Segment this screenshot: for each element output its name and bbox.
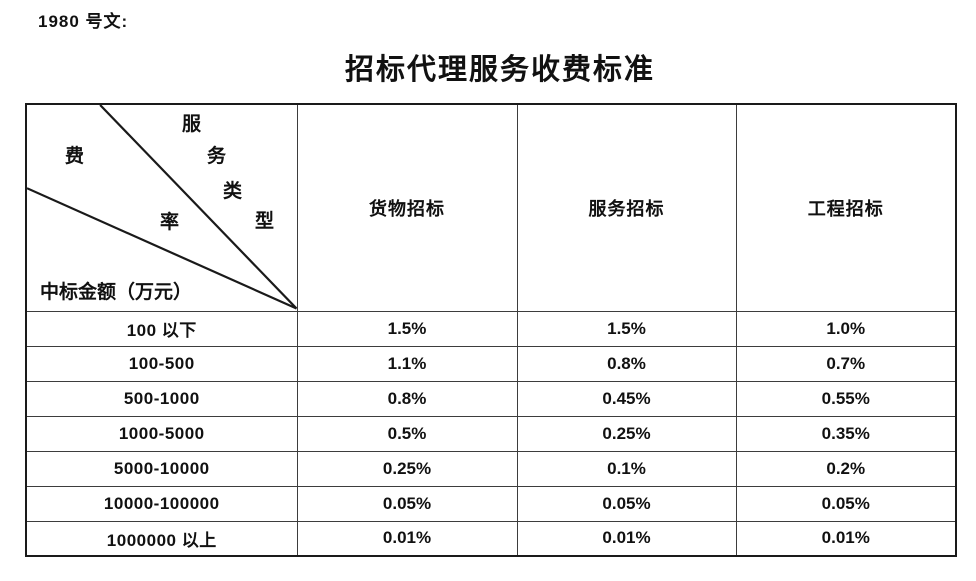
fee-cell: 0.05%	[516, 485, 737, 522]
fee-cell: 0.25%	[296, 450, 518, 487]
corner-service-type-char: 服	[182, 114, 202, 135]
corner-service-type-char: 务	[207, 146, 227, 167]
row-label: 100-500	[25, 345, 298, 382]
fee-cell: 0.2%	[735, 450, 957, 487]
row-label: 1000000 以上	[25, 520, 298, 557]
fee-cell: 1.0%	[735, 310, 957, 347]
fee-cell: 0.8%	[516, 345, 737, 382]
column-header-works: 工程招标	[735, 103, 957, 312]
fee-cell: 0.45%	[516, 380, 737, 417]
fee-cell: 0.35%	[735, 415, 957, 452]
corner-rate-char: 费	[65, 146, 85, 167]
table-header-row: 服 务 类 型 费 率 中标金额（万元） 货物招标 服务招标 工程招标	[25, 103, 957, 312]
doc-number: 1980 号文:	[38, 12, 129, 31]
column-header-services: 服务招标	[516, 103, 737, 312]
diagonal-splitter-lines	[27, 105, 297, 310]
fee-cell: 0.1%	[516, 450, 737, 487]
corner-service-type-char: 类	[223, 181, 243, 202]
fee-cell: 1.5%	[296, 310, 518, 347]
table-row: 1000000 以上 0.01% 0.01% 0.01%	[25, 520, 957, 557]
fee-cell: 0.25%	[516, 415, 737, 452]
fee-cell: 0.01%	[735, 520, 957, 557]
corner-amount-label: 中标金额（万元）	[40, 281, 193, 303]
row-label: 1000-5000	[25, 415, 298, 452]
corner-service-type-char: 型	[255, 211, 275, 232]
fee-cell: 0.05%	[735, 485, 957, 522]
row-label: 500-1000	[25, 380, 298, 417]
table-row: 100-500 1.1% 0.8% 0.7%	[25, 345, 957, 382]
table-row: 500-1000 0.8% 0.45% 0.55%	[25, 380, 957, 417]
corner-header-cell: 服 务 类 型 费 率 中标金额（万元）	[25, 103, 298, 312]
table-row: 10000-100000 0.05% 0.05% 0.05%	[25, 485, 957, 522]
column-header-goods: 货物招标	[296, 103, 518, 312]
table-row: 1000-5000 0.5% 0.25% 0.35%	[25, 415, 957, 452]
fee-cell: 0.05%	[296, 485, 518, 522]
fee-cell: 0.55%	[735, 380, 957, 417]
fee-cell: 0.7%	[735, 345, 957, 382]
fee-cell: 0.01%	[296, 520, 518, 557]
page-title: 招标代理服务收费标准	[344, 54, 655, 86]
fee-standard-table: 服 务 类 型 费 率 中标金额（万元） 货物招标 服务招标 工程招标 100 …	[25, 103, 957, 557]
row-label: 5000-10000	[25, 450, 298, 487]
row-label: 10000-100000	[25, 485, 298, 522]
fee-cell: 1.1%	[296, 345, 518, 382]
table-row: 100 以下 1.5% 1.5% 1.0%	[25, 310, 957, 347]
corner-rate-char: 率	[160, 212, 180, 233]
fee-cell: 0.01%	[516, 520, 737, 557]
table-row: 5000-10000 0.25% 0.1% 0.2%	[25, 450, 957, 487]
fee-cell: 0.5%	[296, 415, 518, 452]
fee-cell: 1.5%	[516, 310, 737, 347]
row-label: 100 以下	[25, 310, 298, 347]
fee-cell: 0.8%	[296, 380, 518, 417]
